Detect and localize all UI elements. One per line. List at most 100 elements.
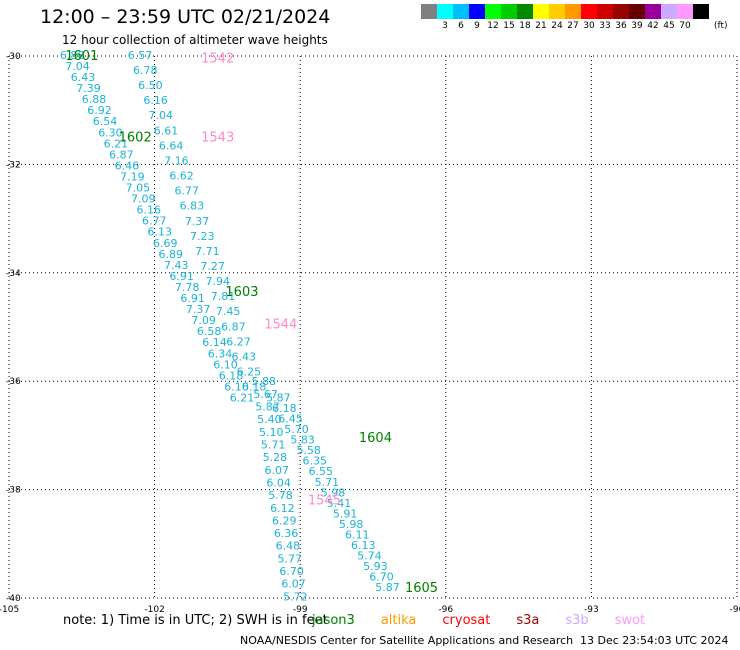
wave-height-value: 7.39 bbox=[76, 82, 101, 95]
colorbar-label: 39 bbox=[631, 21, 643, 31]
colorbar-label: 27 bbox=[567, 21, 579, 31]
wave-height-value: 6.13 bbox=[148, 226, 173, 239]
lat-tick-label: -38 bbox=[6, 486, 21, 496]
wave-height-value: 6.70 bbox=[279, 565, 304, 578]
wave-height-value: 6.18 bbox=[219, 369, 244, 382]
wave-height-value: 6.36 bbox=[274, 527, 299, 540]
wave-height-value: 6.89 bbox=[158, 248, 183, 261]
wave-height-value: 6.29 bbox=[272, 514, 297, 527]
wave-height-value: 7.71 bbox=[195, 245, 220, 258]
lon-tick-label: -90 bbox=[730, 605, 740, 612]
lat-tick-label: -40 bbox=[6, 594, 21, 604]
wave-height-value: 5.41 bbox=[327, 497, 352, 510]
colorbar-label: 33 bbox=[599, 21, 611, 31]
colorbar-swatch bbox=[661, 4, 677, 19]
wave-height-value: 6.16 bbox=[143, 94, 168, 107]
colorbar-swatch bbox=[629, 4, 645, 19]
wave-height-value: 5.93 bbox=[363, 560, 388, 573]
wave-height-value: 6.78 bbox=[133, 64, 158, 77]
wave-height-value: 7.19 bbox=[120, 170, 145, 183]
colorbar-swatch bbox=[533, 4, 549, 19]
wave-height-value: 6.62 bbox=[169, 170, 194, 183]
wave-height-value: 7.94 bbox=[206, 275, 231, 288]
colorbar-label: 9 bbox=[474, 21, 480, 31]
wave-height-value: 6.13 bbox=[351, 539, 376, 552]
wave-height-value: 5.71 bbox=[315, 476, 340, 489]
pass-time-label: 1605 bbox=[405, 581, 438, 596]
wave-height-value: 6.88 bbox=[60, 49, 85, 62]
wave-height-value: 7.81 bbox=[211, 290, 236, 303]
satellite-legend-item: cryosat bbox=[442, 613, 491, 628]
wave-height-value: 7.78 bbox=[175, 281, 200, 294]
altimeter-map: -105 -102 -99 -96 -93 -90 -30 -32 -34 -36 -38 -40 6… bbox=[0, 49, 740, 612]
wave-height-value: 5.87 bbox=[255, 401, 280, 414]
lon-tick-label: -105 bbox=[0, 605, 19, 612]
wave-height-value: 5.83 bbox=[290, 434, 315, 447]
colorbar-label: 21 bbox=[535, 21, 547, 31]
wave-height-value: 5.88 bbox=[252, 375, 277, 388]
wave-height-value: 6.21 bbox=[104, 137, 129, 150]
wave-height-value: 6.18 bbox=[242, 381, 267, 394]
colorbar-swatch bbox=[485, 4, 501, 19]
lon-tick-label: -102 bbox=[144, 605, 164, 612]
wave-height-value: 6.10 bbox=[224, 380, 249, 393]
footer-timestamp: 13 Dec 23:54:03 UTC 2024 bbox=[580, 634, 729, 647]
wave-height-value: 6.91 bbox=[180, 292, 205, 305]
map-tick-labels: -105 -102 -99 -96 -93 -90 -30 -32 -34 -36 -38 -40 bbox=[0, 52, 740, 612]
colorbar-swatch bbox=[597, 4, 613, 19]
colorbar-swatch bbox=[517, 4, 533, 19]
wave-height-value: 5.58 bbox=[296, 444, 321, 457]
wave-height-value: 5.71 bbox=[261, 438, 286, 451]
wave-height-value: 5.70 bbox=[284, 423, 309, 436]
wave-height-value: 5.40 bbox=[257, 413, 282, 426]
pass-time-label: 1604 bbox=[359, 431, 392, 446]
wave-height-value: 6.35 bbox=[303, 455, 328, 468]
map-title: 12:00 – 23:59 UTC 02/21/2024 bbox=[40, 6, 331, 28]
wave-height-value: 6.64 bbox=[159, 139, 184, 152]
wave-height-value: 6.27 bbox=[226, 335, 251, 348]
wave-height-value: 6.43 bbox=[231, 350, 256, 363]
satellite-legend: jason3 altika cryosat s3a s3b swot bbox=[312, 613, 671, 628]
wave-height-value: 6.04 bbox=[266, 476, 291, 489]
wave-height-value: 6.77 bbox=[142, 215, 167, 228]
wave-height-value: 5.98 bbox=[321, 486, 346, 499]
wave-height-value: 7.27 bbox=[200, 260, 225, 273]
colorbar-unit: (ft) bbox=[714, 21, 728, 31]
wave-height-value: 5.87 bbox=[266, 391, 291, 404]
wave-height-value: 6.45 bbox=[278, 413, 303, 426]
wave-height-value: 6.21 bbox=[230, 391, 255, 404]
wave-height-value: 6.11 bbox=[345, 528, 370, 541]
wave-height-value: 6.87 bbox=[109, 148, 134, 161]
wave-height-value: 6.43 bbox=[71, 71, 96, 84]
colorbar-swatch bbox=[677, 4, 693, 19]
wave-height-value: 7.16 bbox=[164, 154, 189, 167]
colorbar-swatch bbox=[565, 4, 581, 19]
colorbar-label: 42 bbox=[647, 21, 659, 31]
wave-height-value: 7.04 bbox=[65, 60, 90, 73]
pass-time-label: 1543 bbox=[201, 130, 234, 145]
wave-height-value: 6.34 bbox=[208, 347, 233, 360]
wave-height-value: 6.88 bbox=[82, 93, 107, 106]
satellite-legend-item: s3b bbox=[565, 613, 589, 628]
wave-height-value: 6.69 bbox=[153, 237, 178, 250]
wave-height-value: 6.83 bbox=[180, 200, 205, 213]
wave-height-value: 6.91 bbox=[169, 270, 194, 283]
pass-time-label: 1603 bbox=[225, 285, 258, 300]
footer-note: note: 1) Time is in UTC; 2) SWH is in fe… bbox=[63, 613, 328, 628]
wave-height-value: 6.92 bbox=[87, 104, 112, 117]
wave-height-value: 5.98 bbox=[339, 518, 364, 531]
wave-height-value: 6.18 bbox=[272, 402, 297, 415]
pass-time-label: 1544 bbox=[264, 317, 297, 332]
wave-height-value: 5.10 bbox=[259, 426, 284, 439]
colorbar-label: 3 bbox=[442, 21, 448, 31]
colorbar-label: 12 bbox=[487, 21, 499, 31]
wave-height-value: 6.77 bbox=[174, 185, 199, 198]
satellite-legend-item: jason3 bbox=[312, 613, 355, 628]
satellite-legend-item: swot bbox=[614, 613, 646, 628]
colorbar-swatch bbox=[437, 4, 453, 19]
wave-height-value: 6.55 bbox=[309, 465, 334, 478]
colorbar-label: 45 bbox=[663, 21, 675, 31]
lat-tick-label: -32 bbox=[6, 160, 21, 170]
wave-height-value: 5.67 bbox=[253, 388, 278, 401]
wave-height-value: 7.04 bbox=[149, 109, 174, 122]
